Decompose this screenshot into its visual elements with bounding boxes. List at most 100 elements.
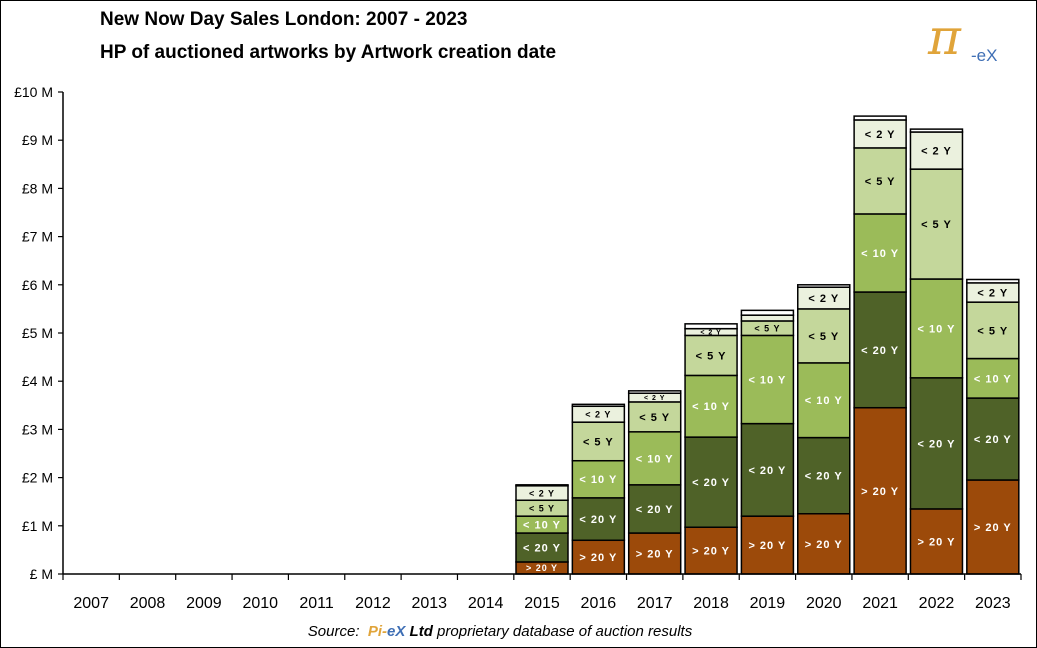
y-tick-label: £1 M xyxy=(22,518,53,534)
data-label: < 20 Y xyxy=(918,438,956,450)
data-label: < 20 Y xyxy=(805,471,843,483)
data-label: < 10 Y xyxy=(579,474,617,486)
data-label: > 20 Y xyxy=(579,552,617,564)
chart-title: New Now Day Sales London: 2007 - 2023 xyxy=(100,9,468,30)
x-tick-label: 2009 xyxy=(186,595,222,612)
bar-segment-2020-1 xyxy=(797,436,851,515)
bar-segment-2015-1 xyxy=(515,532,569,563)
bar-segment-2020-5 xyxy=(797,284,851,288)
pi-logo-icon: π xyxy=(928,8,961,66)
y-tick-label: £5 M xyxy=(22,325,53,341)
bar-segment-2019-2 xyxy=(740,334,795,425)
bar-segment-2020-0 xyxy=(797,513,851,575)
bar-segment-2017-3 xyxy=(627,401,682,433)
x-tick-label: 2013 xyxy=(411,595,447,612)
data-label: < 2 Y xyxy=(921,146,952,158)
data-label: < 5 Y xyxy=(639,412,670,424)
data-label: < 20 Y xyxy=(636,504,674,516)
x-tick-label: 2007 xyxy=(73,595,109,612)
bar-segment-2022-5 xyxy=(909,128,964,133)
bar-segment-2016-2 xyxy=(571,459,626,499)
data-label: < 5 Y xyxy=(921,219,952,231)
bar-segment-2019-0 xyxy=(740,515,795,575)
bar-segment-2023-2 xyxy=(966,357,1020,399)
y-tick-label: £3 M xyxy=(22,421,53,437)
source-brand-ex: eX xyxy=(387,623,406,640)
bar-segment-2016-1 xyxy=(571,497,626,542)
x-tick-label: 2018 xyxy=(693,595,729,612)
data-label: > 20 Y xyxy=(974,522,1012,534)
bar-segment-2020-3 xyxy=(797,308,851,364)
x-tick-label: 2022 xyxy=(919,595,955,612)
data-label: < 10 Y xyxy=(692,401,730,413)
data-label: > 20 Y xyxy=(805,539,843,551)
source-brand-pi: Pi- xyxy=(367,623,388,640)
bar-segment-2017-2 xyxy=(627,431,682,486)
bar-segment-2015-5 xyxy=(515,484,569,487)
data-label: < 20 Y xyxy=(579,514,617,526)
logo-suffix: -eX xyxy=(971,46,998,65)
x-tick-label: 2021 xyxy=(862,595,898,612)
x-tick-label: 2016 xyxy=(581,595,617,612)
data-label: < 10 Y xyxy=(918,323,956,335)
bar-segment-2017-1 xyxy=(627,484,682,534)
data-label: > 20 Y xyxy=(861,486,899,498)
bar-segment-2021-3 xyxy=(853,147,907,215)
x-tick-label: 2015 xyxy=(524,595,560,612)
data-label: < 5 Y xyxy=(696,350,727,362)
data-label: < 10 Y xyxy=(523,520,561,532)
data-label: > 20 Y xyxy=(526,563,558,573)
bar-segment-2021-2 xyxy=(853,213,907,293)
source-prefix: Source: xyxy=(307,623,360,640)
data-label: < 2 Y xyxy=(585,409,611,419)
data-label: < 20 Y xyxy=(692,477,730,489)
bar-segment-2023-1 xyxy=(966,397,1020,481)
bar-segment-2016-5 xyxy=(571,403,626,408)
x-tick-label: 2011 xyxy=(299,595,334,612)
x-tick-label: 2014 xyxy=(468,595,504,612)
x-tick-label: 2017 xyxy=(637,595,673,612)
bar-segment-2022-0 xyxy=(909,508,964,575)
y-tick-label: £ M xyxy=(30,566,53,582)
data-label: < 2 Y xyxy=(865,129,896,141)
data-label: < 10 Y xyxy=(636,453,674,465)
bar-segment-2018-2 xyxy=(684,374,738,438)
source-brand: Pi-eX xyxy=(368,623,406,640)
y-tick-label: £6 M xyxy=(22,277,53,293)
bar-segment-2021-5 xyxy=(853,115,907,121)
chart-subtitle: HP of auctioned artworks by Artwork crea… xyxy=(100,42,557,63)
bar-segment-2023-3 xyxy=(966,301,1020,360)
data-label: < 10 Y xyxy=(805,395,843,407)
data-label: < 5 Y xyxy=(865,176,896,188)
data-label: < 20 Y xyxy=(974,434,1012,446)
bar-segment-2022-3 xyxy=(909,168,964,280)
bar-segment-2019-5 xyxy=(740,309,795,316)
data-label: < 2 Y xyxy=(977,287,1008,299)
bar-segment-2016-3 xyxy=(571,421,626,462)
data-label: < 2 Y xyxy=(644,395,665,402)
x-tick-label: 2012 xyxy=(355,595,391,612)
data-label: > 20 Y xyxy=(918,536,956,548)
data-label: > 20 Y xyxy=(748,540,786,552)
y-tick-label: £2 M xyxy=(22,470,53,486)
data-label: < 5 Y xyxy=(529,503,555,513)
bar-segment-2018-3 xyxy=(684,334,738,377)
x-tick-label: 2010 xyxy=(242,595,278,612)
data-label: < 5 Y xyxy=(754,323,780,333)
y-tick-label: £9 M xyxy=(22,132,53,148)
data-label: < 10 Y xyxy=(748,374,786,386)
x-tick-label: 2019 xyxy=(750,595,786,612)
x-tick-label: 2023 xyxy=(975,595,1011,612)
bar-segment-2016-0 xyxy=(571,539,626,575)
bar-segment-2022-1 xyxy=(909,377,964,510)
bar-segment-2021-0 xyxy=(853,406,907,575)
data-label: < 2 Y xyxy=(808,293,839,305)
data-label: < 2 Y xyxy=(700,330,721,337)
bar-segment-2020-2 xyxy=(797,362,851,439)
source-suffix: proprietary database of auction results xyxy=(437,623,693,640)
bar-segment-2018-1 xyxy=(684,436,738,528)
bar-segment-2019-1 xyxy=(740,422,795,517)
bar-segment-2019-4 xyxy=(740,314,795,322)
data-label: < 10 Y xyxy=(861,248,899,260)
data-label: > 20 Y xyxy=(692,546,730,558)
